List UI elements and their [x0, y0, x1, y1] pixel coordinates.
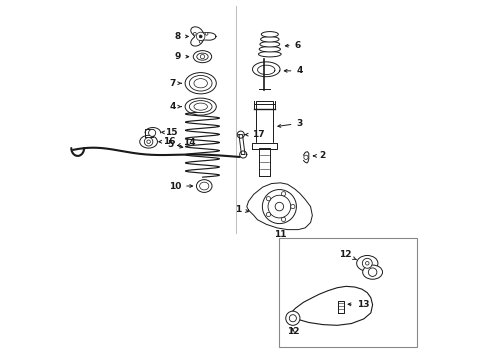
Circle shape — [304, 155, 308, 159]
Circle shape — [281, 217, 286, 221]
Ellipse shape — [199, 182, 209, 190]
Polygon shape — [239, 135, 245, 154]
Polygon shape — [145, 129, 153, 137]
Circle shape — [194, 32, 196, 35]
Circle shape — [289, 315, 296, 322]
Text: 5: 5 — [167, 140, 183, 149]
Polygon shape — [256, 100, 273, 148]
Circle shape — [145, 138, 153, 146]
Polygon shape — [252, 62, 280, 77]
Circle shape — [200, 54, 205, 59]
Polygon shape — [191, 27, 216, 46]
Text: 13: 13 — [348, 300, 369, 309]
Text: 15: 15 — [162, 129, 178, 138]
Polygon shape — [259, 148, 270, 176]
Text: 12: 12 — [287, 327, 299, 336]
Ellipse shape — [363, 265, 383, 279]
Ellipse shape — [357, 256, 378, 271]
Circle shape — [286, 311, 300, 325]
Ellipse shape — [259, 46, 280, 52]
Circle shape — [199, 35, 202, 38]
Ellipse shape — [258, 51, 281, 57]
Ellipse shape — [194, 78, 207, 88]
Ellipse shape — [189, 76, 212, 91]
FancyBboxPatch shape — [279, 238, 417, 347]
Polygon shape — [247, 183, 312, 230]
Ellipse shape — [193, 51, 212, 63]
Polygon shape — [303, 152, 309, 163]
Text: 16: 16 — [159, 137, 175, 146]
Circle shape — [267, 197, 270, 201]
Ellipse shape — [185, 98, 216, 115]
Circle shape — [366, 261, 369, 265]
Text: 17: 17 — [245, 130, 265, 139]
Ellipse shape — [185, 73, 216, 94]
Circle shape — [196, 32, 205, 41]
Polygon shape — [145, 127, 161, 133]
Text: 4: 4 — [170, 102, 181, 111]
Ellipse shape — [261, 32, 278, 37]
Text: 2: 2 — [314, 152, 326, 161]
Circle shape — [199, 40, 202, 43]
Circle shape — [147, 140, 150, 144]
Text: 14: 14 — [177, 138, 196, 147]
Ellipse shape — [261, 37, 279, 42]
Circle shape — [205, 32, 208, 35]
Text: 10: 10 — [169, 181, 193, 190]
Text: 4: 4 — [284, 66, 303, 75]
Text: 11: 11 — [274, 230, 287, 239]
Ellipse shape — [196, 180, 212, 192]
Circle shape — [368, 268, 377, 276]
Polygon shape — [252, 143, 277, 149]
Text: 8: 8 — [175, 32, 188, 41]
Text: 7: 7 — [170, 79, 181, 88]
Ellipse shape — [189, 100, 212, 113]
Circle shape — [268, 195, 291, 218]
Ellipse shape — [140, 135, 157, 148]
Text: 3: 3 — [278, 119, 303, 128]
Circle shape — [281, 192, 286, 196]
Circle shape — [362, 258, 372, 268]
Polygon shape — [338, 301, 343, 313]
Circle shape — [267, 212, 270, 217]
Circle shape — [148, 129, 156, 136]
Text: 12: 12 — [339, 250, 357, 260]
Text: 6: 6 — [285, 41, 301, 50]
Polygon shape — [289, 286, 372, 325]
Text: 1: 1 — [235, 204, 248, 213]
Circle shape — [262, 190, 296, 224]
Ellipse shape — [260, 41, 280, 47]
Circle shape — [291, 204, 295, 209]
Circle shape — [275, 202, 284, 211]
Polygon shape — [258, 65, 275, 75]
Text: 9: 9 — [175, 52, 189, 61]
Ellipse shape — [197, 53, 208, 60]
Ellipse shape — [194, 103, 207, 110]
